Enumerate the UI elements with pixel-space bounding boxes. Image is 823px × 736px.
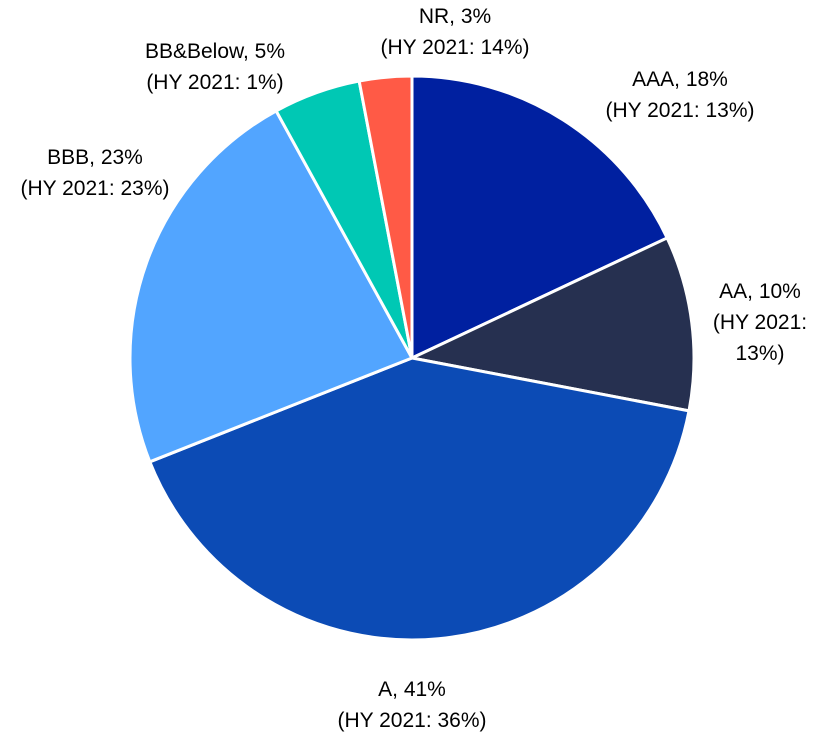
slice-label: NR, 3% (HY 2021: 14%) (380, 1, 529, 63)
slice-label: BB&Below, 5% (HY 2021: 1%) (145, 36, 285, 98)
prior-label: (HY 2021: 13%) (712, 311, 808, 365)
prior-label: (HY 2021: 1%) (146, 71, 284, 94)
value-label: BB&Below, 5% (144, 40, 286, 63)
slice-label: AAA, 18% (HY 2021: 13%) (605, 64, 754, 126)
prior-label: (HY 2021: 36%) (337, 709, 487, 732)
pie-slice (410, 74, 669, 360)
slice-label: AA, 10% (HY 2021: 13%) (700, 276, 820, 369)
slice-label: A, 41% (HY 2021: 36%) (337, 674, 486, 736)
slice-label: BBB, 23% (HY 2021: 23%) (20, 142, 169, 204)
value-label: AAA, 18% (632, 68, 728, 91)
pie-slice (128, 109, 414, 464)
value-label: A, 41% (378, 678, 446, 701)
pie-slice (410, 236, 696, 413)
prior-label: (HY 2021: 23%) (20, 177, 170, 200)
value-label: AA, 10% (719, 280, 801, 303)
pie-slice (357, 74, 414, 360)
prior-label: (HY 2021: 14%) (380, 36, 530, 59)
pie-slice (148, 356, 691, 642)
value-label: NR, 3% (418, 5, 492, 28)
value-label: BBB, 23% (47, 146, 143, 169)
prior-label: (HY 2021: 13%) (605, 99, 755, 122)
